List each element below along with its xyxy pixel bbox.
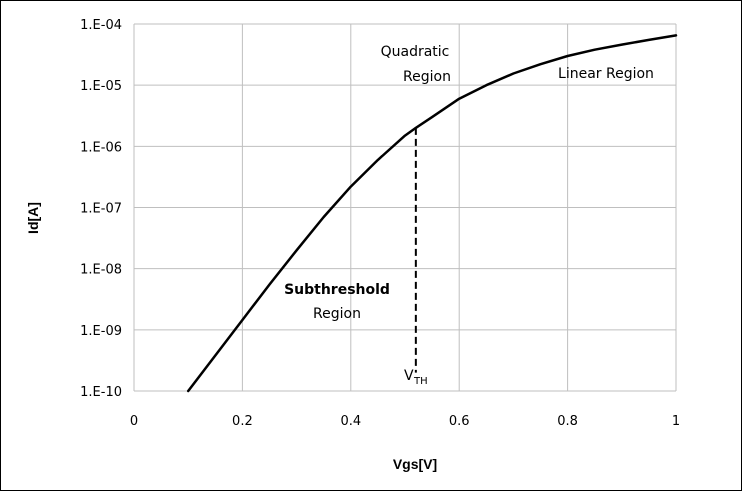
linear-region-label: Linear Region	[558, 66, 654, 82]
y-tick-label: 1.E-08	[80, 263, 122, 278]
y-tick-label: 1.E-04	[80, 18, 122, 33]
vth-label-subscript: TH	[413, 376, 428, 387]
y-tick-label: 1.E-09	[80, 324, 122, 339]
x-tick-label: 0.2	[232, 414, 253, 429]
x-tick-label: 0.8	[557, 414, 578, 429]
vth-label: V	[404, 368, 414, 384]
y-tick-label: 1.E-10	[80, 385, 122, 400]
quadratic-region-label: Quadratic	[381, 44, 450, 60]
x-tick-label: 1	[672, 414, 680, 429]
quadratic-region-label-2: Region	[403, 69, 451, 85]
y-tick-label: 1.E-05	[80, 79, 122, 94]
y-tick-label: 1.E-07	[80, 202, 122, 217]
x-axis-title: Vgs[V]	[393, 456, 437, 472]
y-tick-label: 1.E-06	[80, 140, 122, 155]
subthreshold-region-label: Subthreshold	[284, 282, 390, 298]
x-tick-label: 0.4	[340, 414, 361, 429]
id-vgs-curve	[186, 34, 678, 393]
grid-lines	[133, 23, 677, 392]
subthreshold-region-label-2: Region	[313, 306, 361, 322]
y-axis-title: Id[A]	[25, 202, 41, 234]
x-tick-label: 0.6	[449, 414, 470, 429]
x-tick-labels: 0 0.2 0.4 0.6 0.8 1	[130, 414, 680, 429]
x-tick-label: 0	[130, 414, 138, 429]
y-tick-labels: 1.E-10 1.E-09 1.E-08 1.E-07 1.E-06 1.E-05 1.E-…	[80, 18, 122, 400]
